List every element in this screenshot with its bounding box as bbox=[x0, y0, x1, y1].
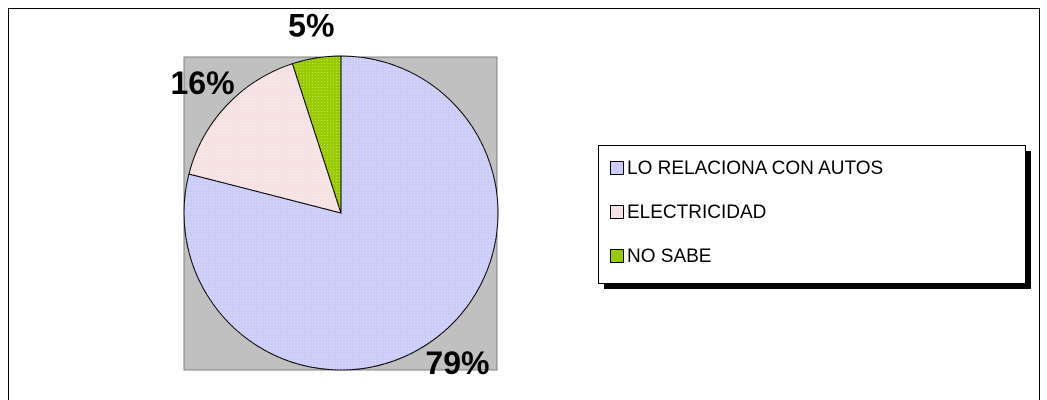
legend-label: NO SABE bbox=[627, 246, 711, 267]
data-label: 16% bbox=[170, 65, 234, 101]
legend-swatch bbox=[610, 205, 624, 219]
legend bbox=[598, 145, 1026, 284]
slice-texture bbox=[188, 63, 341, 213]
data-label: 79% bbox=[425, 345, 489, 381]
legend-items: LO RELACIONA CON AUTOS ELECTRICIDAD NO SAB… bbox=[610, 158, 883, 267]
legend-label: LO RELACIONA CON AUTOS bbox=[627, 158, 883, 179]
legend-swatch bbox=[610, 161, 624, 175]
legend-swatch bbox=[610, 249, 624, 263]
data-label: 5% bbox=[288, 7, 334, 43]
pie bbox=[183, 55, 499, 371]
slice-texture bbox=[292, 56, 341, 213]
legend-label: ELECTRICIDAD bbox=[627, 202, 766, 223]
